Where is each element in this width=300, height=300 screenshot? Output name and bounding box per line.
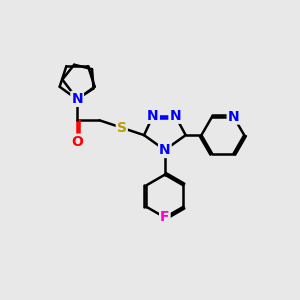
Text: N: N <box>169 109 181 123</box>
Text: N: N <box>147 109 159 123</box>
Text: N: N <box>71 92 83 106</box>
Text: F: F <box>160 211 170 224</box>
Text: N: N <box>228 110 239 124</box>
Text: S: S <box>117 121 127 135</box>
Text: O: O <box>71 135 83 149</box>
Text: N: N <box>159 143 171 157</box>
